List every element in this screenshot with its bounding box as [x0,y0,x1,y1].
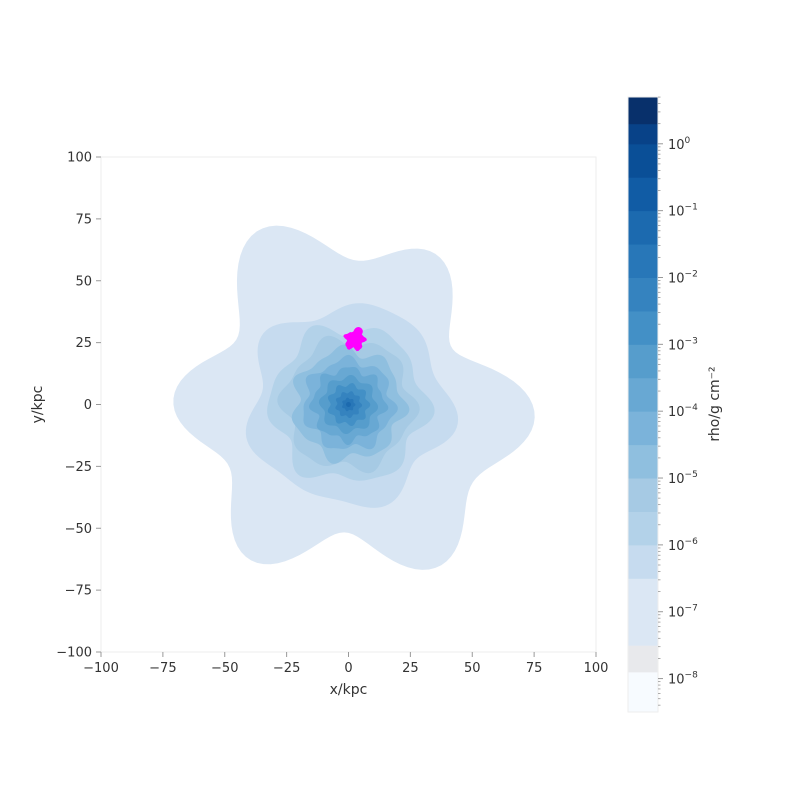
colorbar-label: rho/g cm⁻² [707,366,723,441]
colorbar-tick-label: 10−5 [668,470,698,487]
x-tick-label: −100 [83,661,119,676]
x-tick-label: −75 [149,661,176,676]
colorbar-tick-label: 10−3 [668,336,698,353]
plot-area [100,156,597,653]
x-axis-label: x/kpc [330,682,368,698]
colorbar-tick-label: 10−6 [668,537,698,554]
colorbar-level [628,177,658,212]
y-axis: −100 −75 −50 −25 0 25 50 75 100 [56,151,101,661]
colorbar: 100 10−1 10−2 10−3 10−4 10−5 10−6 10−7 10−8 [627,96,698,713]
x-tick-label: −25 [273,661,300,676]
colorbar-level [628,377,658,412]
colorbar-level [628,411,658,446]
colorbar-level [628,123,658,145]
colorbar-level [628,277,658,312]
y-tick-label: 25 [75,336,92,351]
y-tick-label: −50 [65,522,92,537]
colorbar-level [628,478,658,512]
colorbar-level [628,544,658,579]
x-tick-label: 0 [344,661,352,676]
colorbar-tick-label: 100 [668,136,691,153]
x-tick-label: 25 [402,661,419,676]
colorbar-level [628,344,658,379]
colorbar-tick-label: 10−8 [668,671,698,688]
y-axis-label: y/kpc [30,386,46,424]
colorbar-level [628,671,658,713]
y-tick-label: 75 [75,212,92,227]
colorbar-tick-label: 10−4 [668,403,698,420]
colorbar-level [628,97,658,125]
satellite-lobe [353,327,363,336]
contour-layers [173,225,535,570]
colorbar-level [628,645,658,673]
colorbar-frame [627,96,659,713]
colorbar-level [628,143,658,178]
colorbar-level [628,310,658,345]
contour-core [346,402,351,407]
colorbar-level [628,210,658,245]
y-tick-label: 0 [84,398,92,413]
colorbar-level [628,511,658,546]
y-tick-label: −100 [56,646,92,661]
colorbar-level [628,578,658,646]
x-tick-label: 75 [526,661,543,676]
y-tick-label: 100 [67,151,92,166]
y-tick-label: −25 [65,460,92,475]
x-tick-label: 100 [584,661,609,676]
x-tick-label: −50 [211,661,238,676]
colorbar-tick-label: 10−7 [668,604,698,621]
colorbar-tick-label: 10−2 [668,269,698,286]
y-tick-label: 50 [75,274,92,289]
colorbar-tick-label: 10−1 [668,203,698,220]
colorbar-level [628,244,658,278]
colorbar-level [628,444,658,479]
satellite-core [343,327,367,352]
x-tick-label: 50 [464,661,481,676]
y-tick-label: −75 [65,584,92,599]
satellite-blob [343,327,367,352]
x-axis: −100 −75 −50 −25 0 25 50 75 100 [83,652,608,676]
